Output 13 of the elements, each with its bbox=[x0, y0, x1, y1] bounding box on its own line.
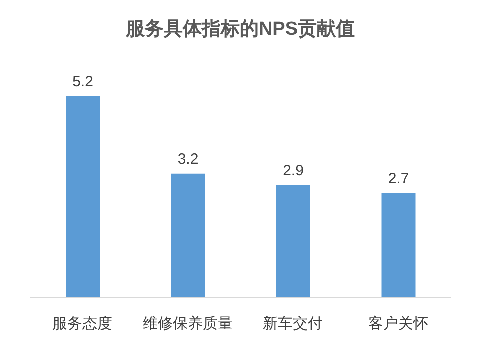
x-tick-label: 服务态度 bbox=[52, 316, 113, 333]
x-tick-label: 维修保养质量 bbox=[142, 316, 233, 333]
data-label: 5.2 bbox=[72, 73, 94, 90]
bar bbox=[382, 193, 416, 298]
bar bbox=[171, 174, 206, 298]
data-label: 3.2 bbox=[178, 150, 199, 168]
x-tick-label: 新车交付 bbox=[263, 316, 324, 333]
data-label: 2.9 bbox=[283, 162, 304, 180]
data-label: 2.7 bbox=[388, 170, 410, 188]
bar bbox=[276, 186, 310, 298]
x-tick-label: 客户关怀 bbox=[368, 316, 428, 333]
bar bbox=[66, 96, 100, 298]
chart-title: 服务具体指标的NPS贡献值 bbox=[124, 18, 356, 42]
